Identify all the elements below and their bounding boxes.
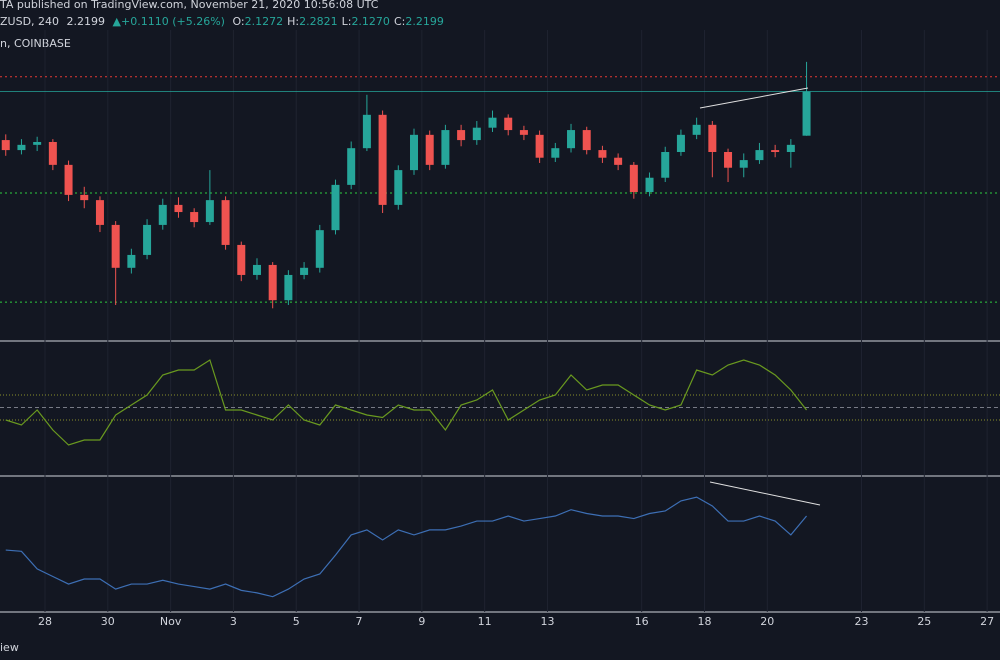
candle-body [347, 148, 356, 185]
candle-body [676, 134, 685, 152]
candle-body [724, 151, 733, 168]
candle-body [786, 144, 795, 152]
candle-body [582, 130, 591, 151]
candle-body [567, 130, 576, 149]
candle-body [598, 150, 607, 158]
x-tick-label: 18 [697, 615, 711, 628]
candle-body [174, 204, 183, 213]
x-tick-label: Nov [160, 615, 182, 628]
symbol-line: ZUSD, 240 2.2199 ▲+0.1110 (+5.26%) O:2.1… [0, 15, 444, 28]
x-tick-label: 9 [418, 615, 425, 628]
candle-body [284, 274, 293, 301]
ohlc-value: 2.1272 [245, 15, 284, 28]
exchange: n, COINBASE [0, 37, 71, 50]
candle-body [221, 200, 230, 245]
trend-line [709, 481, 821, 506]
candle-body [755, 150, 764, 161]
candle-body [519, 130, 528, 135]
candle-body [692, 124, 701, 135]
candle-body [488, 117, 497, 128]
candle-body [362, 114, 371, 149]
candle-body [205, 200, 214, 223]
candle-body [378, 114, 387, 205]
x-tick-label: 16 [635, 615, 649, 628]
candle-body [80, 194, 89, 201]
candle-body [457, 130, 466, 141]
candle-body [472, 127, 481, 141]
candle-body [111, 224, 120, 268]
candle-body [771, 150, 780, 152]
candle-body [64, 164, 73, 195]
x-tick-label: 11 [478, 615, 492, 628]
ohlc-value: 2.2821 [299, 15, 338, 28]
candle-body [802, 91, 811, 136]
ohlc-value: 2.1270 [351, 15, 390, 28]
candle-body [409, 134, 418, 171]
ohlc-label: H: [287, 15, 299, 28]
candle-body [739, 160, 748, 168]
candle-body [300, 267, 309, 275]
change: ▲+0.1110 (+5.26%) [113, 15, 225, 28]
ohlc-value: 2.2199 [405, 15, 444, 28]
candle-body [315, 230, 324, 268]
candle-body [95, 200, 104, 225]
candle-body [661, 151, 670, 178]
candle-body [268, 264, 277, 301]
x-tick-label: 3 [230, 615, 237, 628]
x-tick-label: 5 [293, 615, 300, 628]
candle-body [645, 177, 654, 193]
symbol: ZUSD, 240 [0, 15, 59, 28]
x-tick-label: 27 [980, 615, 994, 628]
ohlc-label: C: [394, 15, 405, 28]
candle-body [394, 170, 403, 205]
x-tick-label: 25 [917, 615, 931, 628]
candle-body [629, 164, 638, 193]
x-tick-label: 23 [855, 615, 869, 628]
ohlc-label: L: [342, 15, 352, 28]
x-tick-label: 28 [38, 615, 52, 628]
candle-body [535, 134, 544, 158]
candle-body [48, 141, 57, 165]
candle-body [17, 144, 26, 151]
x-tick-label: 30 [101, 615, 115, 628]
candle-body [1, 140, 10, 151]
candle-body [158, 204, 167, 225]
footer: iew [0, 641, 19, 654]
candle-body [143, 224, 152, 255]
indicator-line [5, 496, 808, 598]
candle-body [127, 254, 136, 268]
last: 2.2199 [67, 15, 106, 28]
candle-body [425, 134, 434, 165]
x-tick-label: 7 [356, 615, 363, 628]
trend-line [699, 87, 809, 109]
candle-body [331, 184, 340, 231]
candle-body [441, 130, 450, 165]
indicator-line [5, 359, 808, 446]
candle-body [33, 141, 42, 145]
candle-body [614, 157, 623, 165]
candle-body [237, 244, 246, 275]
candle-body [504, 117, 513, 131]
candle-body [551, 148, 560, 158]
publish-line: TA published on TradingView.com, Novembe… [0, 0, 379, 11]
candle-body [708, 124, 717, 152]
x-tick-label: 13 [540, 615, 554, 628]
candle-body [252, 264, 261, 275]
x-tick-label: 20 [760, 615, 774, 628]
ohlc-label: O: [232, 15, 244, 28]
candle-body [190, 212, 199, 223]
